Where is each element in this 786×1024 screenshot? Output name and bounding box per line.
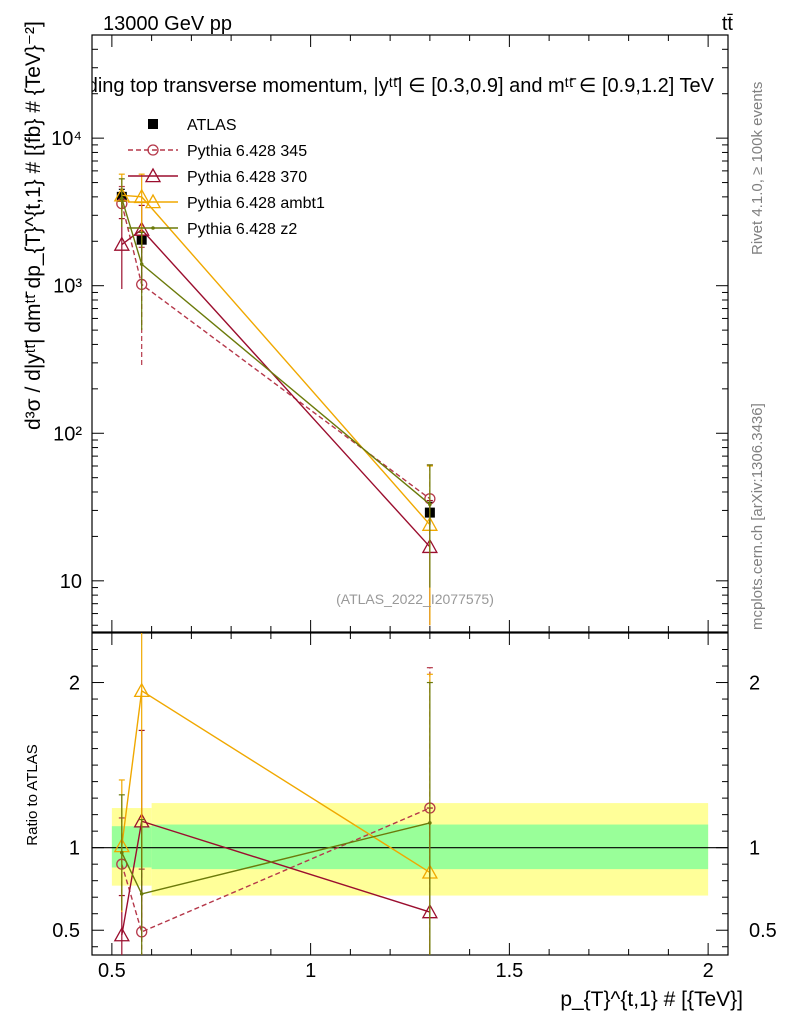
rivet-version-label: Rivet 4.1.0, ≥ 100k events	[749, 82, 766, 255]
series-atlas	[116, 188, 435, 525]
legend-label: ATLAS	[187, 117, 237, 134]
ratio-y-tick-label-right: 0.5	[749, 920, 777, 942]
series-line	[121, 228, 431, 548]
main-y-tick-label: 10³	[53, 276, 82, 298]
legend: ATLAS Pythia 6.428 345 Pythia 6.428 370 Pyt…	[128, 117, 325, 238]
ratio-point-marker	[139, 892, 144, 896]
main-y-tick-labels: 10 10² 10³ 10⁴	[51, 128, 82, 593]
ratio-y-tick-label-right: 2	[749, 673, 760, 695]
mcplots-label: mcplots.cern.ch [arXiv:1306.3436]	[749, 403, 766, 630]
ratio-y-tick-label: 2	[69, 673, 80, 695]
main-series-group	[113, 173, 438, 626]
legend-item-atlas: ATLAS	[148, 117, 237, 134]
legend-marker	[151, 226, 155, 230]
data-point-marker	[139, 262, 144, 266]
ratio-y-tick-label-right: 1	[749, 838, 760, 860]
ratio-y-axis-label: Ratio to ATLAS	[24, 744, 41, 845]
legend-marker	[148, 119, 158, 129]
legend-item-pythia-6-428-z2: Pythia 6.428 z2	[128, 221, 297, 238]
ratio-tick-labels: 0.5 0.5 1 1 2 2 0.5 1 1.5 2	[52, 673, 777, 982]
series-line	[121, 194, 431, 526]
x-tick-label: 1	[305, 960, 316, 982]
x-tick-label: 2	[703, 960, 714, 982]
ratio-series-line	[121, 689, 431, 874]
ratio-series-pythia-6-428-z2	[118, 681, 433, 955]
series-pythia-6-428-ambt1	[113, 173, 438, 626]
plot-title: Particle-level leading top transverse mo…	[0, 75, 715, 97]
main-y-tick-label: 10⁴	[51, 128, 82, 150]
ratio-point-marker	[133, 682, 150, 698]
energy-label: 13000 GeV pp	[103, 13, 232, 35]
legend-label: Pythia 6.428 370	[187, 169, 307, 186]
x-tick-label: 0.5	[98, 960, 126, 982]
legend-marker	[144, 193, 162, 209]
legend-label: Pythia 6.428 ambt1	[187, 195, 325, 212]
main-y-tick-label: 10	[60, 571, 82, 593]
main-panel-ticks	[92, 34, 728, 632]
title-clip-group: Particle-level leading top transverse mo…	[0, 75, 715, 97]
ratio-point-marker	[120, 850, 124, 855]
data-point-marker	[120, 196, 124, 201]
series-pythia-6-428-z2	[118, 178, 433, 588]
data-point-marker	[113, 236, 130, 251]
ratio-series-pythia-6-428-ambt1	[113, 633, 438, 955]
x-axis-label: p_{T}^{t,1} # [{TeV}]	[560, 988, 743, 1011]
series-pythia-6-428-345	[116, 185, 436, 551]
legend-item-pythia-6-428-370: Pythia 6.428 370	[128, 167, 307, 186]
series-pythia-6-428-370	[113, 204, 438, 626]
legend-marker	[144, 167, 162, 183]
process-label: tt̄	[722, 13, 734, 35]
legend-label: Pythia 6.428 z2	[187, 221, 297, 238]
legend-item-pythia-6-428-345: Pythia 6.428 345	[128, 143, 307, 160]
legend-item-pythia-6-428-ambt1: Pythia 6.428 ambt1	[128, 193, 325, 212]
ratio-series-group	[113, 633, 438, 955]
x-tick-label: 1.5	[495, 960, 523, 982]
main-y-axis-label: d³σ / d|yᵗᵗ̄| dmᵗᵗ̄ dp_{T}^{t,1} # [{fb}…	[22, 21, 45, 430]
series-line	[121, 203, 431, 500]
analysis-watermark: (ATLAS_2022_I2077575)	[336, 591, 494, 607]
legend-marker	[147, 144, 159, 156]
ratio-panel-ticks	[92, 633, 728, 955]
ratio-point-marker	[428, 821, 432, 825]
ratio-y-tick-label: 1	[69, 838, 80, 860]
ratio-panel-frame	[91, 632, 729, 956]
series-line	[121, 198, 431, 505]
main-panel-frame	[91, 34, 729, 633]
main-y-tick-label: 10²	[53, 423, 82, 445]
legend-label: Pythia 6.428 345	[187, 143, 307, 160]
data-point-marker	[428, 502, 432, 507]
ratio-y-tick-label: 0.5	[52, 920, 80, 942]
ratio-point-marker	[113, 926, 130, 942]
